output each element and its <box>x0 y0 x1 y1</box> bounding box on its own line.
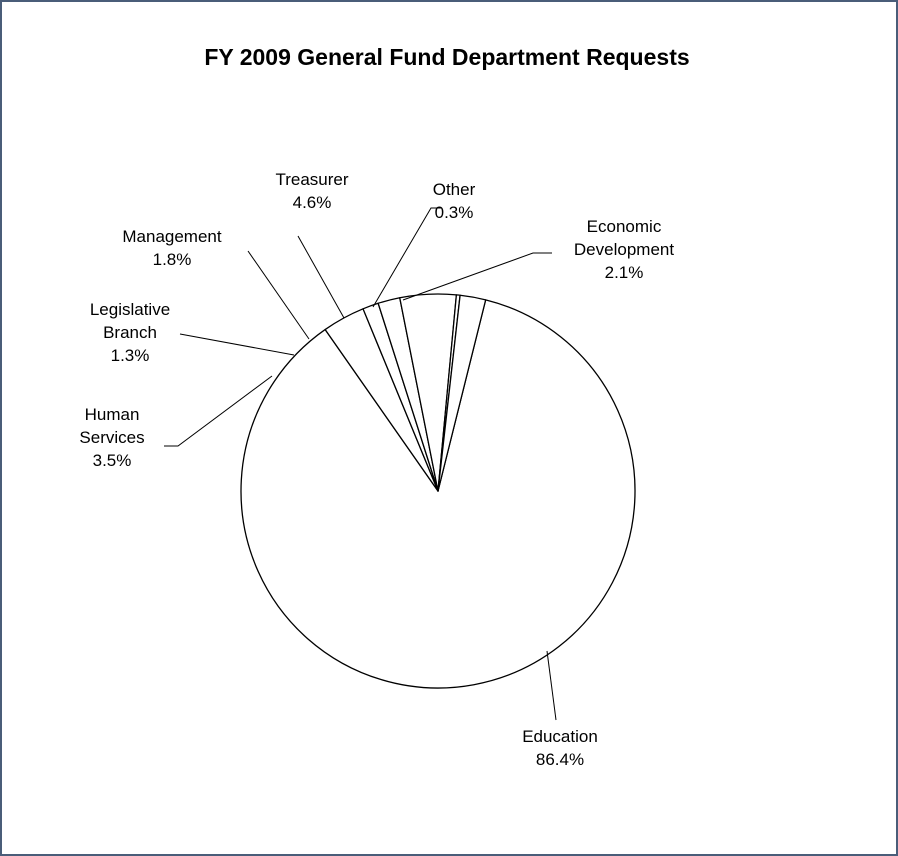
data-label-line: 3.5% <box>93 451 132 470</box>
data-label-line: Development <box>574 240 674 259</box>
pie-slice-economic-development <box>437 294 487 492</box>
leader-line-management <box>247 250 310 340</box>
leader-line-economic-development <box>402 252 552 301</box>
data-label-line: 2.1% <box>605 263 644 282</box>
data-label-line: 86.4% <box>536 750 584 769</box>
data-label-line: Education <box>522 727 598 746</box>
leader-line-treasurer <box>297 235 345 319</box>
leader-line-legislative-branch <box>179 333 295 356</box>
data-label-line: Other <box>433 180 476 199</box>
data-label-line: Human <box>85 405 140 424</box>
leader-line-education <box>546 650 557 721</box>
leader-line-human-services <box>164 375 273 447</box>
data-label-economic-development: Economic Development 2.1% <box>574 217 674 282</box>
chart-title: FY 2009 General Fund Department Requests <box>204 44 690 70</box>
data-label-education: Education 86.4% <box>522 727 598 769</box>
data-label-line: Legislative <box>90 300 170 319</box>
leader-line-other <box>372 207 441 308</box>
data-label-management: Management 1.8% <box>122 227 222 269</box>
data-label-line: Branch <box>103 323 157 342</box>
data-label-line: 4.6% <box>293 193 332 212</box>
data-label-line: Economic <box>587 217 662 236</box>
data-label-human-services: Human Services 3.5% <box>79 405 144 470</box>
pie-slice-education <box>240 299 636 689</box>
data-label-line: 1.3% <box>111 346 150 365</box>
data-label-line: Treasurer <box>275 170 348 189</box>
data-label-line: Services <box>79 428 144 447</box>
data-label-other: Other 0.3% <box>433 180 476 222</box>
data-label-legislative-branch: Legislative Branch 1.3% <box>90 300 170 365</box>
data-label-line: Management <box>122 227 222 246</box>
data-label-line: 1.8% <box>153 250 192 269</box>
data-label-line: 0.3% <box>435 203 474 222</box>
data-label-treasurer: Treasurer 4.6% <box>275 170 348 212</box>
